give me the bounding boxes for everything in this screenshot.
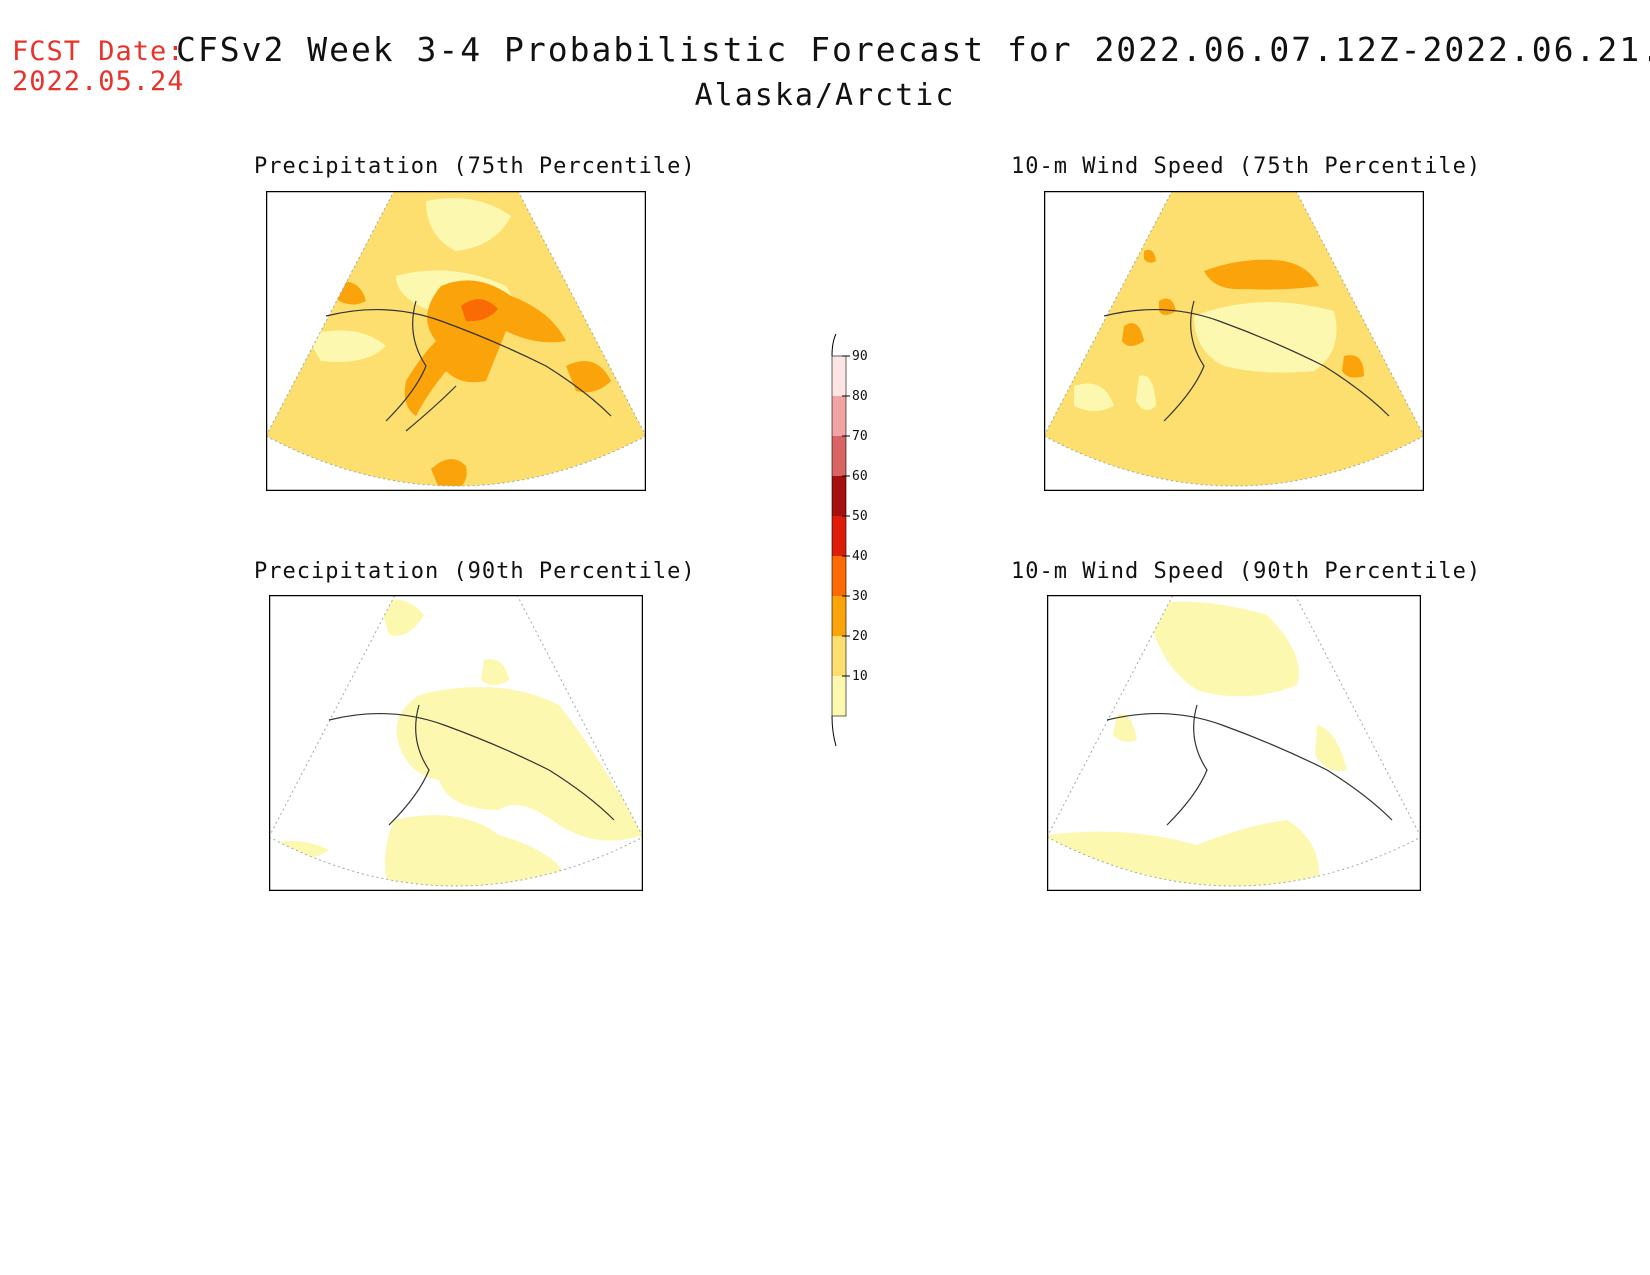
colorbar-tick-label: 40	[852, 549, 868, 564]
colorbar-tick-label: 50	[852, 509, 868, 524]
colorbar-bottom-cap	[831, 715, 837, 747]
colorbar-tick-label: 80	[852, 389, 868, 404]
panel-title-precip-90: Precipitation (90th Percentile)	[254, 559, 696, 584]
map-precip-75	[266, 191, 646, 491]
coastline	[325, 300, 612, 422]
colorbar-swatch-90	[832, 356, 846, 396]
forecast-date-value: 2022.05.24	[12, 66, 185, 97]
colorbar-swatch-20	[832, 636, 846, 676]
colorbar-swatch-80	[832, 396, 846, 436]
colorbar-tick-label: 10	[852, 669, 868, 684]
map-precip-90	[269, 595, 643, 891]
forecast-date-label: FCST Date:	[12, 36, 185, 67]
colorbar-tick-label: 20	[852, 629, 868, 644]
colorbar-tick-label: 30	[852, 589, 868, 604]
map-panel-precip-90	[269, 595, 643, 891]
map-panel-wind-75	[1044, 191, 1424, 491]
colorbar-swatch-40	[832, 556, 846, 596]
map-wind-90	[1047, 595, 1421, 891]
main-title: CFSv2 Week 3-4 Probabilistic Forecast fo…	[176, 30, 1650, 69]
colorbar: 90 80 70 60 50 40 30 20 10	[818, 332, 878, 756]
panel-title-wind-75: 10-m Wind Speed (75th Percentile)	[1011, 154, 1482, 179]
shade-40-50	[461, 299, 498, 322]
colorbar-swatch-30	[832, 596, 846, 636]
shade-30-40	[404, 280, 566, 416]
colorbar-tick-label: 70	[852, 429, 868, 444]
colorbar-swatch-10	[832, 676, 846, 716]
map-frame	[266, 191, 646, 491]
colorbar-svg: 90 80 70 60 50 40 30 20 10	[831, 333, 868, 747]
colorbar-swatch-50	[832, 516, 846, 556]
colorbar-swatch-70	[832, 436, 846, 476]
region-title: Alaska/Arctic	[694, 78, 956, 113]
map-panel-wind-90	[1047, 595, 1421, 891]
colorbar-top-cap	[831, 333, 837, 357]
panel-title-wind-90: 10-m Wind Speed (90th Percentile)	[1011, 559, 1482, 584]
colorbar-swatch-60	[832, 476, 846, 516]
colorbar-tick-label: 90	[852, 349, 868, 364]
colorbar-tick-label: 60	[852, 469, 868, 484]
map-panel-precip-75	[266, 191, 646, 491]
colorbar-frame	[831, 355, 847, 717]
map-wind-75	[1044, 191, 1424, 491]
panel-title-precip-75: Precipitation (75th Percentile)	[254, 154, 696, 179]
